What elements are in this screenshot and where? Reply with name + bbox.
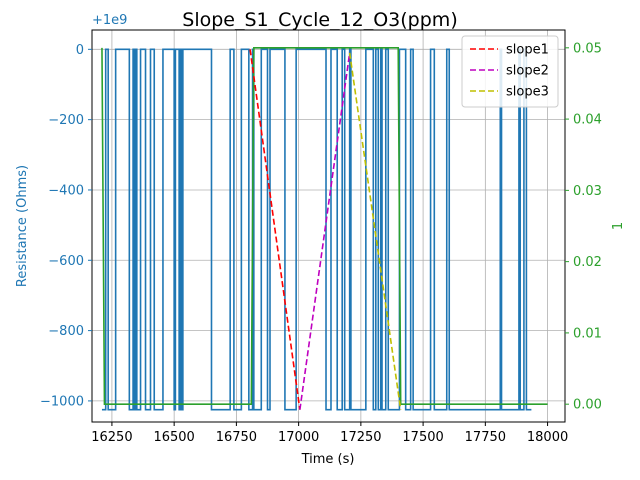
x-axis-label: Time (s) <box>301 452 355 467</box>
plot-area <box>101 47 548 411</box>
y-left-offset-text: +1e9 <box>92 13 127 28</box>
y-right-tick-label: 0.00 <box>573 398 602 413</box>
y-right-axis-label: 1 <box>611 222 626 230</box>
y-left-tick-label: 0 <box>76 43 84 58</box>
plot-frame <box>91 29 566 423</box>
y-left-tick-label: −1000 <box>40 394 84 409</box>
y-right-tick-label: 0.04 <box>573 113 602 128</box>
series-line-slope3 <box>348 52 402 410</box>
y-right-tick-label: 0.02 <box>573 255 602 270</box>
legend-label: slope2 <box>506 64 549 79</box>
series-line-slope1 <box>249 49 301 410</box>
y-right-tick-label: 0.01 <box>573 326 602 341</box>
x-tick-label: 16750 <box>216 430 257 445</box>
x-tick-label: 17750 <box>465 430 506 445</box>
x-tick-label: 16500 <box>153 430 194 445</box>
x-tick-label: 17500 <box>402 430 443 445</box>
x-tick-label: 17000 <box>278 430 319 445</box>
legend-label: slope1 <box>506 43 549 58</box>
chart-title: Slope_S1_Cycle_12_O3(ppm) <box>182 9 457 31</box>
series-line-resistance <box>101 48 532 411</box>
x-tick-label: 17250 <box>340 430 381 445</box>
y-left-tick-label: −400 <box>48 183 84 198</box>
y-left-axis-label: Resistance (Ohms) <box>15 165 30 287</box>
x-tick-label: 16250 <box>91 430 132 445</box>
y-left-tick-label: −200 <box>48 113 84 128</box>
legend-box <box>461 35 559 108</box>
axes: 16250 16500 16750 17000 17250 17500 17750 18000… <box>40 41 602 445</box>
x-tick-label: 18000 <box>527 430 568 445</box>
y-left-tick-label: −800 <box>48 324 84 339</box>
legend-label: slope3 <box>506 85 549 100</box>
y-right-tick-label: 0.03 <box>573 184 602 199</box>
legend: slope1 slope2 slope3 <box>461 35 559 108</box>
y-left-tick-label: −600 <box>48 254 84 269</box>
y-right-tick-label: 0.05 <box>573 41 602 56</box>
series-line-slope2 <box>299 52 351 410</box>
